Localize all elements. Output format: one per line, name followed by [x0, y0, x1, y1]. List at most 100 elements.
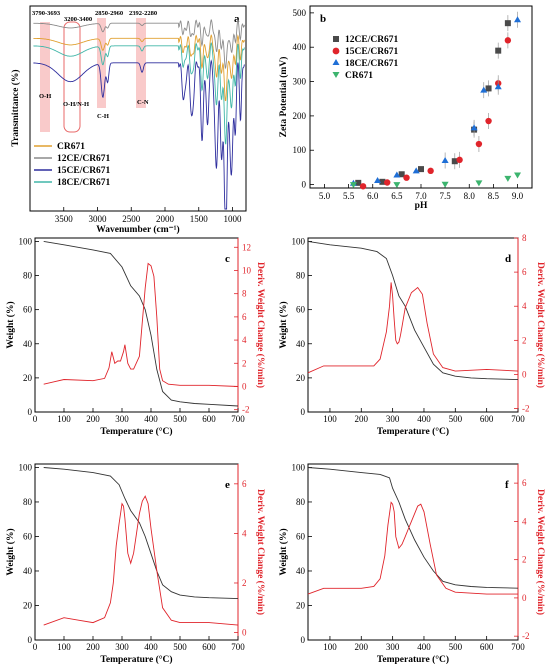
panel-c-ytick-label: 80 — [23, 271, 33, 281]
panel-d-xtick-label: 300 — [386, 414, 400, 424]
panel-b-ytick-label: 100 — [293, 145, 307, 155]
zeta-point-3 — [393, 171, 401, 178]
panel-f-xtick-label: 200 — [355, 642, 369, 652]
panel-e-ytick-label: 20 — [23, 600, 33, 610]
panel-b-ticks: 5.0 5.5 6.0 6.5 7.0 7.5 8.0 8.5 9.0 0 100 200 300 400… — [293, 8, 524, 201]
panel-b-points — [349, 11, 522, 190]
panel-f-xtick-label: 600 — [480, 642, 494, 652]
zeta-point-4 — [504, 175, 512, 182]
zeta-point-3 — [441, 157, 449, 164]
zeta-point-3 — [514, 16, 522, 23]
zeta-point-2 — [359, 183, 367, 190]
panel-e-deriv-line — [43, 495, 239, 626]
panel-c-ylabel: Weight (%) — [5, 301, 16, 348]
band-ch — [97, 18, 106, 108]
panel-d-y2label: Deriv. Weight Change (%/min) — [535, 262, 546, 388]
panel-c-ytick-label: 100 — [19, 236, 33, 246]
legend-label-12ce: 12CE/CR671 — [57, 154, 111, 164]
panel-f-y2tick-label: 4 — [522, 516, 527, 526]
panel-a-ylabel: Transmittance (%) — [10, 69, 21, 146]
panel-f-weight-line — [307, 467, 519, 589]
panel-e-frame — [34, 463, 239, 641]
ftir-line-4 — [33, 41, 245, 145]
panel-d-xtick-label: 600 — [480, 414, 494, 424]
panel-e-ytick-label: 0 — [28, 635, 33, 645]
panel-e-xtick-label: 0 — [33, 642, 38, 652]
panel-c-xtick-label: 200 — [86, 414, 100, 424]
panel-f-xtick-label: 100 — [323, 642, 337, 652]
panel-c-y2tick-label: 4 — [242, 335, 247, 345]
band-name-2: O-H/N-H — [63, 101, 89, 108]
panel-c: 0 100 200 300 400 500 600 700 0 20 40 60 80 100 -2 0 2 4 6… — [5, 236, 266, 437]
panel-f-xtick-label: 300 — [386, 642, 400, 652]
legend-label-18ce: 18CE/CR671 — [57, 178, 111, 188]
panel-f-y2tick-label: -2 — [522, 631, 530, 641]
zeta-point-2 — [485, 117, 492, 125]
panel-c-xtick-label: 600 — [202, 414, 216, 424]
band-label-4: 2392-2280 — [129, 10, 157, 17]
legend-marker-15ce — [332, 47, 340, 55]
panel-c-xtick-label: 100 — [57, 414, 71, 424]
panel-c-xtick-label: 500 — [173, 414, 187, 424]
panel-b-legend: 12CE/CR671 15CE/CR671 18CE/CR671 CR671 — [332, 35, 399, 81]
panel-d-ytick-label: 60 — [296, 305, 306, 315]
panel-b-xtick-label: 8.0 — [464, 191, 476, 201]
panel-c-letter: c — [225, 253, 230, 265]
panel-d-xtick-label: 100 — [323, 414, 337, 424]
zeta-point-1 — [355, 179, 362, 186]
panel-c-y2tick-label: 0 — [242, 381, 247, 391]
panel-d-xlabel: Temperature (°C) — [377, 426, 449, 437]
zeta-point-1 — [418, 166, 424, 173]
panel-f-ytick-label: 40 — [296, 566, 306, 576]
panel-d-ytick-label: 100 — [292, 236, 306, 246]
panel-f-xlabel: Temperature (°C) — [377, 654, 449, 665]
panel-a-xtick-label: 2500 — [122, 214, 141, 224]
zeta-point-2 — [456, 156, 463, 164]
panel-c-xlabel: Temperature (°C) — [100, 426, 172, 437]
panel-c-xtick-label: 0 — [33, 414, 38, 424]
panel-c-ytick-label: 0 — [28, 407, 33, 417]
panel-e-letter: e — [225, 479, 230, 491]
panel-d-ylabel: Weight (%) — [278, 301, 289, 348]
panel-c-frame — [34, 237, 239, 413]
legend-label-b-cr671: CR671 — [345, 71, 373, 81]
panel-d-y2tick-label: 0 — [522, 369, 527, 379]
zeta-point-3 — [470, 124, 478, 131]
panel-e: 0 100 200 300 400 500 600 700 0 20 40 60 80 100 0 2 4 6 e T… — [5, 462, 266, 665]
panel-b-frame — [309, 5, 533, 189]
panel-a-frame — [29, 5, 247, 212]
panel-d-xtick-label: 400 — [417, 414, 431, 424]
band-ohnh — [63, 21, 81, 133]
panel-c-ytick-label: 60 — [23, 305, 33, 315]
panel-b-xlabel: pH — [415, 201, 428, 211]
panel-d: 100 200 300 400 500 600 700 0 20 40 60 80 100 -2 0 2 4 6 8… — [278, 233, 546, 437]
panel-d-y2tick-label: 2 — [522, 335, 527, 345]
band-label-1: 3790-3693 — [32, 10, 61, 17]
panel-d-y2tick-label: 4 — [522, 301, 527, 311]
panel-b-ytick-label: 0 — [302, 180, 307, 190]
panel-c-xtick-label: 700 — [231, 414, 245, 424]
zeta-point-1 — [495, 47, 502, 54]
panel-f-y2tick-label: 6 — [522, 478, 527, 488]
panel-f-xtick-label: 500 — [449, 642, 463, 652]
panel-c-y2tick-label: 12 — [242, 242, 251, 252]
panel-d-y2tick-label: 6 — [522, 267, 527, 277]
panel-d-y2tick-label: 8 — [522, 233, 527, 243]
band-oh — [40, 22, 50, 132]
zeta-point-3 — [374, 176, 382, 183]
panel-b-xtick-label: 5.5 — [343, 191, 355, 201]
zeta-point-3 — [412, 167, 420, 174]
panel-f-y2tick-label: 2 — [522, 555, 527, 565]
panel-e-xtick-label: 500 — [173, 642, 187, 652]
legend-label-b-18ce: 18CE/CR671 — [345, 59, 399, 69]
panel-c-weight-line — [43, 240, 239, 407]
panel-e-y2tick-label: 6 — [242, 479, 247, 489]
panel-f-xtick-label: 700 — [511, 642, 525, 652]
panel-d-weight-line — [307, 240, 519, 381]
panel-c-y2tick-label: 2 — [242, 358, 247, 368]
legend-marker-18ce — [332, 59, 340, 65]
panel-e-weight-line — [43, 467, 239, 600]
panel-d-letter: d — [505, 253, 511, 265]
zeta-point-3 — [480, 86, 488, 93]
panel-b-xtick-label: 8.5 — [488, 191, 500, 201]
